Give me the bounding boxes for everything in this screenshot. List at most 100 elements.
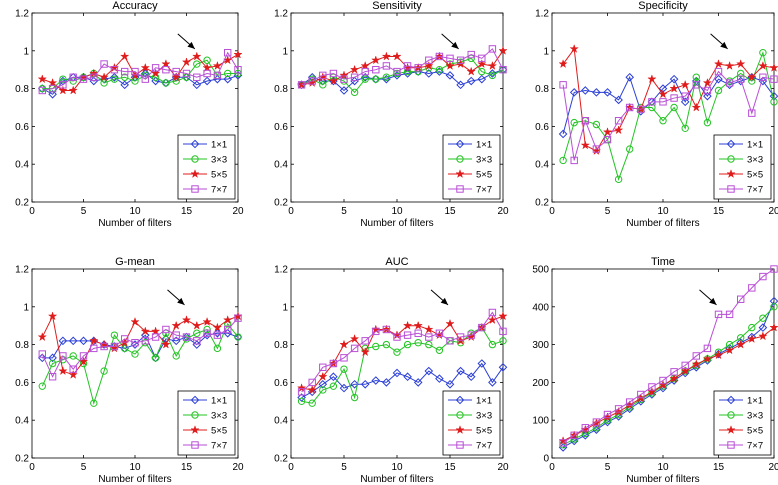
data-point [770, 75, 778, 83]
data-point [329, 372, 338, 382]
data-point [626, 398, 634, 406]
data-point [592, 120, 601, 129]
series-line [42, 54, 239, 91]
legend-label: 3×3 [476, 155, 492, 166]
legend-item: 3×3 [448, 411, 492, 422]
legend-box [177, 134, 236, 200]
data-point [592, 88, 601, 97]
data-point [580, 86, 590, 95]
legend-item: 1×1 [719, 396, 763, 407]
data-point [769, 322, 778, 332]
legend-label: 3×3 [211, 411, 227, 422]
data-point [614, 175, 623, 184]
data-point [350, 379, 359, 389]
data-point [171, 72, 181, 82]
data-point [703, 356, 712, 365]
series-1 [558, 72, 778, 139]
x-tick-label: 20 [768, 462, 778, 473]
y-tick-label: 1 [282, 302, 288, 313]
data-point [141, 75, 150, 83]
y-tick-label: 1.2 [535, 9, 549, 20]
data-point [466, 372, 476, 382]
data-point [393, 67, 401, 76]
data-point [759, 272, 767, 281]
legend: 1×1 3×3 5×5 7×7 [442, 390, 501, 456]
legend-item: 3×3 [719, 155, 763, 166]
y-tick-label: 1.2 [15, 265, 29, 276]
data-point [446, 337, 454, 345]
data-point [233, 71, 243, 80]
legend: 1×1 3×3 5×5 7×7 [442, 134, 501, 200]
data-point [647, 74, 657, 84]
y-tick-label: 0 [543, 454, 549, 465]
legend-label: 3×3 [211, 155, 227, 166]
series-2 [297, 54, 507, 97]
data-point [224, 325, 232, 334]
data-point [79, 75, 88, 83]
data-point [339, 339, 349, 349]
data-point [425, 333, 433, 341]
data-point [131, 339, 139, 347]
legend-marker [190, 395, 200, 405]
data-point [559, 439, 567, 447]
data-point [161, 339, 171, 349]
data-point [499, 337, 507, 345]
data-point [424, 60, 434, 70]
data-point [372, 75, 380, 83]
data-point [725, 79, 734, 87]
data-point [213, 71, 222, 80]
data-point [328, 76, 339, 86]
data-point [499, 66, 507, 74]
data-point [691, 359, 702, 369]
legend-label: 5×5 [476, 426, 492, 437]
x-tick-label: 10 [657, 206, 669, 217]
data-point [349, 333, 360, 343]
data-point [725, 310, 734, 319]
data-point [748, 284, 756, 292]
data-point [89, 335, 99, 345]
data-point [90, 73, 98, 81]
data-point [467, 331, 475, 339]
y-tick-label: 400 [532, 302, 549, 313]
data-point [193, 337, 201, 345]
legend-item: 3×3 [183, 411, 227, 422]
data-point [307, 384, 317, 395]
x-tick-label: 15 [444, 462, 456, 473]
data-point [151, 354, 160, 362]
data-point [121, 335, 129, 343]
data-point [603, 135, 612, 144]
data-point [703, 91, 712, 101]
data-point [224, 69, 232, 78]
data-point [713, 350, 724, 360]
data-point [297, 81, 306, 89]
data-point [424, 324, 434, 334]
data-point [603, 88, 612, 97]
legend-item: 5×5 [448, 168, 492, 181]
data-point [38, 86, 46, 95]
data-point [182, 73, 191, 81]
data-point [488, 378, 497, 387]
data-point [424, 69, 434, 78]
data-point [626, 145, 634, 153]
data-point [223, 328, 233, 338]
data-point [456, 366, 465, 376]
data-point [150, 68, 161, 78]
chart-title: AUC [385, 256, 408, 268]
y-tick-label: 0.2 [274, 198, 288, 209]
x-tick-label: 20 [497, 206, 509, 217]
legend-label: 7×7 [747, 441, 763, 452]
data-point [172, 331, 180, 339]
data-point [224, 48, 232, 57]
data-point [192, 51, 202, 61]
data-point [120, 80, 130, 90]
data-point [669, 373, 679, 383]
x-tick-label: 10 [129, 462, 141, 473]
legend-item: 5×5 [183, 168, 227, 181]
data-point [570, 156, 578, 165]
data-point [648, 98, 656, 106]
data-point [403, 331, 412, 339]
legend-label: 1×1 [211, 396, 227, 407]
data-point [79, 352, 88, 360]
legend-item: 5×5 [719, 168, 763, 181]
